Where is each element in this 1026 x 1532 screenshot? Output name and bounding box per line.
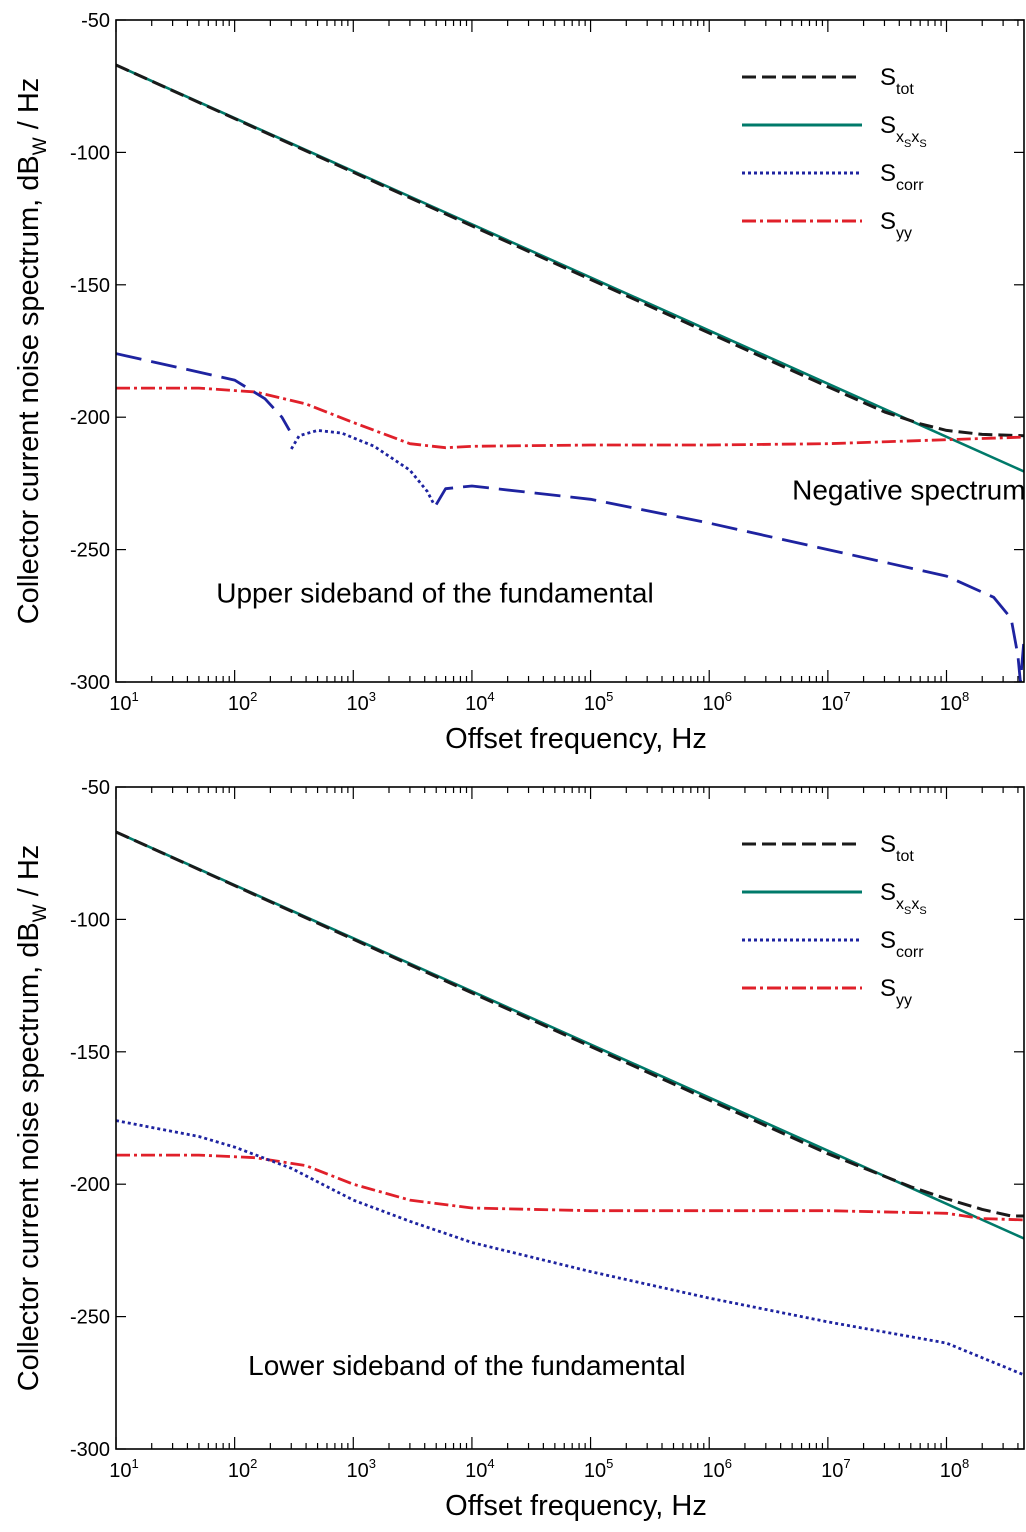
x-tick-label: 105 [584,689,613,715]
y-tick-label: -200 [70,407,110,429]
legend-label-S_yy: Syy [880,975,912,1009]
series-line-S_corr [434,484,1024,682]
x-tick-label: 107 [821,1456,850,1482]
y-tick-label: -100 [70,909,110,931]
x-tick-label: 106 [702,689,731,715]
x-tick-label: 103 [347,689,376,715]
x-tick-label: 104 [465,1456,494,1482]
x-tick-label: 101 [109,1456,138,1482]
series-line-S_corr [116,1119,1024,1377]
annotation: Negative spectrum value [792,474,1026,505]
series-line-S_corr [116,352,291,432]
y-tick-label: -300 [70,672,110,694]
legend-label-S_corr: Scorr [880,160,924,194]
series-group [116,830,1024,1377]
annotation: Upper sideband of the fundamental [216,578,653,609]
x-tick-label: 102 [228,689,257,715]
x-tick-label: 101 [109,689,138,715]
y-tick-label: -300 [70,1439,110,1461]
series-line-S_yy [116,1153,1024,1222]
x-tick-label: 108 [940,1456,969,1482]
series-line-S_corr [290,428,436,506]
legend: Stot SxSxS Scorr Syy [742,64,927,242]
legend-label-S_tot: Stot [880,64,914,98]
legend-label-S_tot: Stot [880,831,914,865]
legend-label-S_yy: Syy [880,208,912,242]
plot-frame [115,19,1025,683]
series-group [116,63,1024,682]
x-tick-label: 106 [702,1456,731,1482]
y-tick-label: -50 [81,10,110,32]
x-tick-label: 107 [821,689,850,715]
x-tick-label: 102 [228,1456,257,1482]
x-tick-label: 104 [465,689,494,715]
x-axis-label: Offset frequency, Hz [445,1490,707,1522]
plot-frame [115,786,1025,1450]
legend-label-S_corr: Scorr [880,927,924,961]
series-line-S_tot [116,63,1024,438]
annotation: Lower sideband of the fundamental [248,1350,685,1381]
y-tick-label: -150 [70,1042,110,1064]
legend-label-S_xsxs: SxSxS [880,112,927,150]
y-tick-label: -50 [81,777,110,799]
x-tick-label: 103 [347,1456,376,1482]
y-tick-label: -200 [70,1174,110,1196]
y-axis-label: Collector current noise spectrum, dBW / … [13,845,51,1392]
y-tick-label: -250 [70,540,110,562]
y-tick-label: -100 [70,142,110,164]
series-line-S_tot [116,830,1024,1218]
x-tick-label: 108 [940,689,969,715]
y-tick-label: -250 [70,1307,110,1329]
y-tick-label: -150 [70,275,110,297]
y-axis-label: Collector current noise spectrum, dBW / … [13,78,51,625]
series-line-S_yy [116,386,1024,450]
legend-label-S_xsxs: SxSxS [880,879,927,917]
x-tick-label: 105 [584,1456,613,1482]
legend: Stot SxSxS Scorr Syy [742,831,927,1009]
x-axis-label: Offset frequency, Hz [445,723,707,755]
